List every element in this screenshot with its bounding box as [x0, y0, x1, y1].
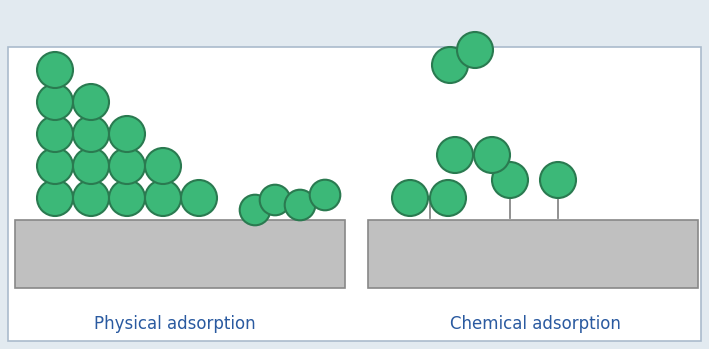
Circle shape: [259, 185, 290, 215]
Circle shape: [181, 180, 217, 216]
Circle shape: [73, 116, 109, 152]
Circle shape: [392, 180, 428, 216]
Bar: [368, 220, 698, 288]
Circle shape: [240, 195, 270, 225]
Circle shape: [109, 116, 145, 152]
Circle shape: [285, 190, 316, 220]
Circle shape: [310, 180, 340, 210]
Circle shape: [432, 47, 468, 83]
Circle shape: [474, 137, 510, 173]
Circle shape: [109, 180, 145, 216]
Circle shape: [540, 162, 576, 198]
Circle shape: [73, 180, 109, 216]
Text: Physical adsorption: Physical adsorption: [94, 315, 256, 333]
Circle shape: [437, 137, 473, 173]
Circle shape: [37, 116, 73, 152]
Circle shape: [145, 180, 181, 216]
Circle shape: [73, 148, 109, 184]
Circle shape: [109, 148, 145, 184]
Circle shape: [145, 148, 181, 184]
FancyBboxPatch shape: [8, 47, 701, 341]
Circle shape: [457, 32, 493, 68]
Circle shape: [37, 52, 73, 88]
Circle shape: [430, 180, 466, 216]
Circle shape: [37, 180, 73, 216]
Circle shape: [73, 84, 109, 120]
Circle shape: [37, 84, 73, 120]
Text: Chemical adsorption: Chemical adsorption: [450, 315, 620, 333]
Bar: [15, 220, 345, 288]
Circle shape: [37, 148, 73, 184]
Circle shape: [492, 162, 528, 198]
